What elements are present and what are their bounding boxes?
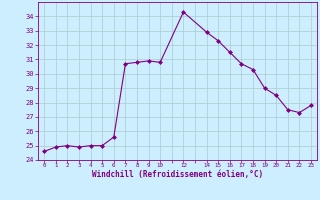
- X-axis label: Windchill (Refroidissement éolien,°C): Windchill (Refroidissement éolien,°C): [92, 170, 263, 179]
